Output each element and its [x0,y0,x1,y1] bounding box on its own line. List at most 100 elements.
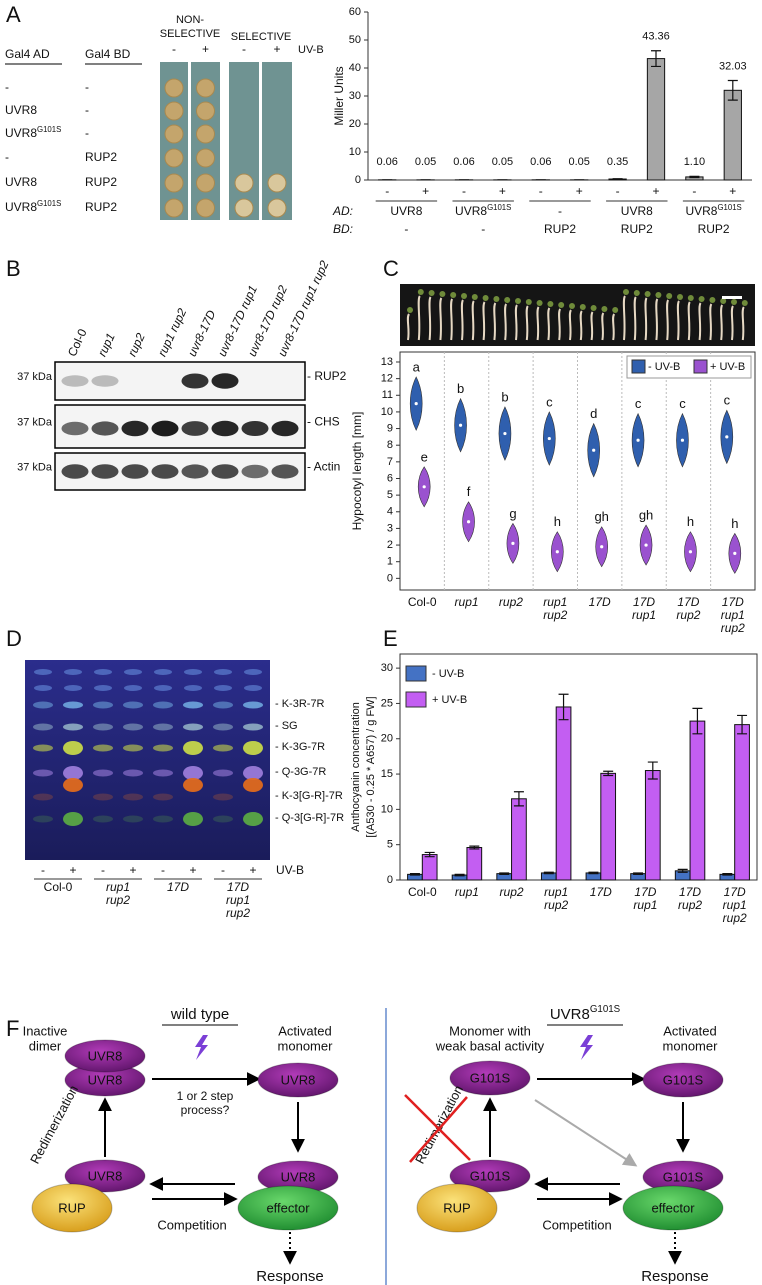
seedling [439,297,443,341]
seedling [590,311,594,341]
y-tick-label: 20 [381,733,393,745]
label-text: UVR8 [685,204,717,218]
protein-label: - Actin [307,460,340,474]
error-bar [722,873,733,876]
band [151,420,179,437]
label-text: UVR8 [5,200,37,214]
median [688,550,693,554]
error-bar [469,845,480,850]
spot [243,812,263,826]
spot [153,815,173,823]
lane-label: - [101,863,105,877]
panel-letter: B [6,256,21,281]
x-tick-label: + [499,184,506,198]
median [503,431,507,436]
cotyledon [547,301,554,307]
molecule-label: RUP [58,1200,85,1215]
band [61,421,89,436]
seedling [676,300,680,341]
x-tick-label: - [616,184,620,198]
label-sup: G101S [717,203,741,212]
bar [600,772,617,881]
error-bar [543,871,554,875]
uv-bolt [195,1035,208,1060]
cotyledon [471,294,478,300]
band-label: - K-3G-7R [275,741,325,753]
y-tick-label: 10 [381,803,393,815]
lane-label: + [273,42,280,56]
significance-letter: gh [639,508,653,523]
median [733,551,737,555]
x-tick-label: rup1 [543,595,567,609]
legend-swatch [693,359,708,374]
band-label: - K-3[G-R]-7R [275,790,343,802]
seedling [698,302,702,341]
state-label: Inactive [23,1023,68,1038]
lane-label: rup2 [125,331,148,359]
bar [646,58,666,181]
error-bar [692,707,703,735]
panel-letter: E [383,626,398,651]
y-tick-label: 30 [381,662,393,674]
group-label: UVR8G101S [455,203,511,219]
spot [123,769,143,777]
significance-letter: b [457,381,464,396]
significance-letter: h [731,516,738,531]
band [121,420,149,437]
y-tick-label: 9 [387,422,393,434]
group-label: UVR8 [621,204,653,218]
median [725,435,729,439]
row-label: - [5,80,9,94]
molecule-label: RUP [443,1200,470,1215]
colony [196,124,215,144]
spot [33,744,53,752]
significance-letter: c [635,396,642,411]
colony [267,198,287,218]
spot [64,685,82,691]
panel-letter: F [6,1016,19,1041]
x-tick-label: 17D [677,595,699,609]
band [121,464,149,479]
x-tick-label: + [729,184,736,198]
x-tick-label: Col-0 [408,595,437,609]
lane-label: - [172,42,176,56]
colony [196,148,215,168]
spot [63,723,83,731]
y-tick-label: 13 [381,356,393,368]
colony [234,173,254,193]
lane-label: + [202,42,209,56]
lane-label: - [242,42,246,56]
value-label: 0.05 [492,156,513,168]
x-tick-label: rup2 [544,898,568,912]
band [151,464,179,479]
band [211,420,239,437]
plate [262,62,292,220]
seedling [633,296,637,341]
y-axis-label: [(A530 - 0.25 * A657) / g FW] [365,696,377,837]
band [91,464,119,479]
plate [229,62,259,220]
spot [33,793,53,801]
median [511,541,515,545]
spot [243,741,263,755]
molecule-label: G101S [663,1072,704,1087]
y-tick-label: 4 [387,506,393,518]
size-marker: 37 kDa [17,461,53,473]
molecule [622,1185,724,1231]
spot [183,723,203,731]
colony [196,101,215,121]
median [422,485,426,489]
spot [153,769,173,777]
x-tick-label: 17D [722,595,744,609]
state-label: monomer [663,1038,719,1053]
spot [93,701,113,709]
value-label: 0.05 [568,156,589,168]
cotyledon [731,299,737,305]
colony [164,148,184,168]
error-bar [499,872,510,875]
seedling [482,301,486,341]
row-name: BD: [333,222,353,236]
y-tick-label: 0 [387,572,393,584]
significance-letter: d [590,406,597,421]
